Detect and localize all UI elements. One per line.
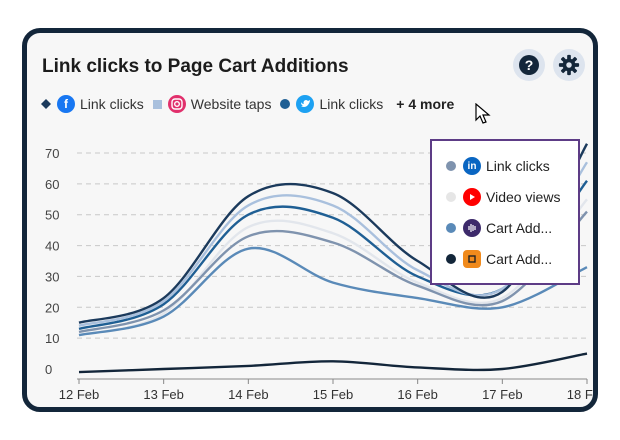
linkedin-icon: in [463, 157, 481, 175]
popup-item-cart-add-2[interactable]: Cart Add... [446, 250, 552, 268]
legend-label: Link clicks [80, 96, 144, 112]
chart-title: Link clicks to Page Cart Additions [42, 56, 349, 77]
mouse-cursor-icon [475, 103, 491, 124]
diamond-marker-icon [41, 99, 51, 109]
y-tick-label: 50 [45, 208, 59, 223]
x-tick-label: 12 Feb [59, 387, 99, 402]
y-tick-label: 40 [45, 239, 59, 254]
series-line-4 [78, 198, 588, 337]
legend-item-facebook[interactable]: f Link clicks [41, 95, 144, 113]
series-dot [446, 192, 456, 202]
x-tick-label: 16 Feb [397, 387, 437, 402]
series-line-3 [78, 210, 588, 334]
x-tick-label: 15 Feb [313, 387, 353, 402]
y-tick-label: 70 [45, 146, 59, 161]
x-tick-label: 13 Feb [143, 387, 183, 402]
circle-marker-icon [280, 99, 291, 109]
series-line-5 [78, 246, 588, 337]
youtube-icon [463, 188, 481, 206]
x-tick-label: 14 Feb [228, 387, 268, 402]
x-tick-label: 17 Feb [482, 387, 522, 402]
series-line-6 [78, 352, 588, 374]
y-tick-label: 30 [45, 269, 59, 284]
square-marker-icon [152, 99, 162, 109]
series-dot [446, 161, 456, 171]
instagram-icon [167, 95, 186, 113]
facebook-icon: f [57, 95, 75, 113]
legend-label: Link clicks [319, 96, 384, 112]
legend-item-twitter[interactable]: Link clicks [280, 95, 383, 113]
chart-legend: f Link clicks Website taps Link clicks +… [41, 95, 454, 113]
more-series-button[interactable]: + 4 more [396, 96, 455, 112]
question-icon: ? [519, 55, 539, 75]
popup-item-label: Cart Add... [486, 220, 553, 236]
popup-item-linkedin[interactable]: in Link clicks [446, 157, 550, 175]
series-dot [446, 223, 456, 233]
popup-item-youtube[interactable]: Video views [446, 188, 560, 206]
gear-icon [558, 54, 580, 76]
settings-button[interactable] [553, 49, 585, 81]
series-dot [446, 254, 456, 264]
podcast-icon [463, 219, 481, 237]
legend-label: Website taps [190, 96, 272, 112]
chart-card: Link clicks to Page Cart Additions ? [22, 28, 598, 412]
popup-item-cart-add-1[interactable]: Cart Add... [446, 219, 552, 237]
y-tick-label: 20 [45, 300, 59, 315]
more-series-popup: in Link clicks Video views Cart Add... C… [430, 139, 580, 285]
x-tick-label: 18 Feb [567, 387, 593, 402]
twitter-icon [296, 95, 315, 113]
popup-item-label: Link clicks [486, 158, 550, 174]
svg-text:?: ? [525, 57, 534, 73]
popup-item-label: Cart Add... [486, 251, 553, 267]
help-button[interactable]: ? [513, 49, 545, 81]
y-tick-label: 60 [45, 177, 59, 192]
y-tick-label: 10 [45, 331, 59, 346]
legend-item-instagram[interactable]: Website taps [152, 95, 272, 113]
popup-item-label: Video views [486, 189, 561, 205]
orange-app-icon [463, 250, 481, 268]
y-tick-label: 0 [45, 362, 52, 377]
